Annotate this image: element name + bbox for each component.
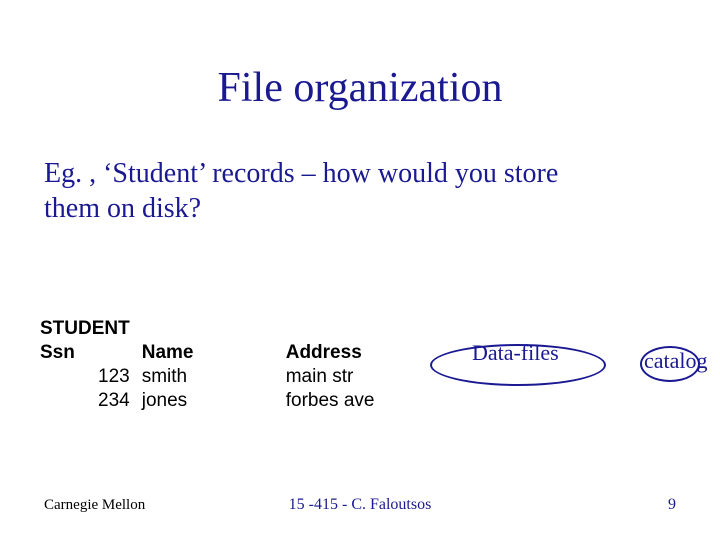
slide-title: File organization [0,64,720,112]
cell-address: forbes ave [280,390,412,414]
slide: File organization Eg. , ‘Student’ record… [0,0,720,540]
col-header-name: Name [136,342,238,366]
footer-right: 9 [668,496,676,514]
cell-address: main str [280,366,412,390]
slide-body: Eg. , ‘Student’ records – how would you … [44,156,680,226]
table-row: 234 jones forbes ave [34,390,412,414]
table-row: STUDENT [34,318,412,342]
body-line-1: Eg. , ‘Student’ records – how would you … [44,158,558,189]
table-row: Ssn Name Address [34,342,412,366]
cell-ssn: 123 [34,366,136,390]
storage-diagram: Data-files catalog [430,338,710,398]
student-table: STUDENT Ssn Name Address 123 smith main … [34,318,412,414]
footer-center: 15 -415 - C. Faloutsos [0,496,720,514]
table-header-label: STUDENT [34,318,136,342]
cell-name: smith [136,366,238,390]
col-header-ssn: Ssn [34,342,136,366]
cell-name: jones [136,390,238,414]
body-line-2: them on disk? [44,193,201,224]
table-row: 123 smith main str [34,366,412,390]
label-data-files: Data-files [472,340,559,366]
col-header-address: Address [280,342,412,366]
label-catalog: catalog [644,348,708,374]
cell-ssn: 234 [34,390,136,414]
